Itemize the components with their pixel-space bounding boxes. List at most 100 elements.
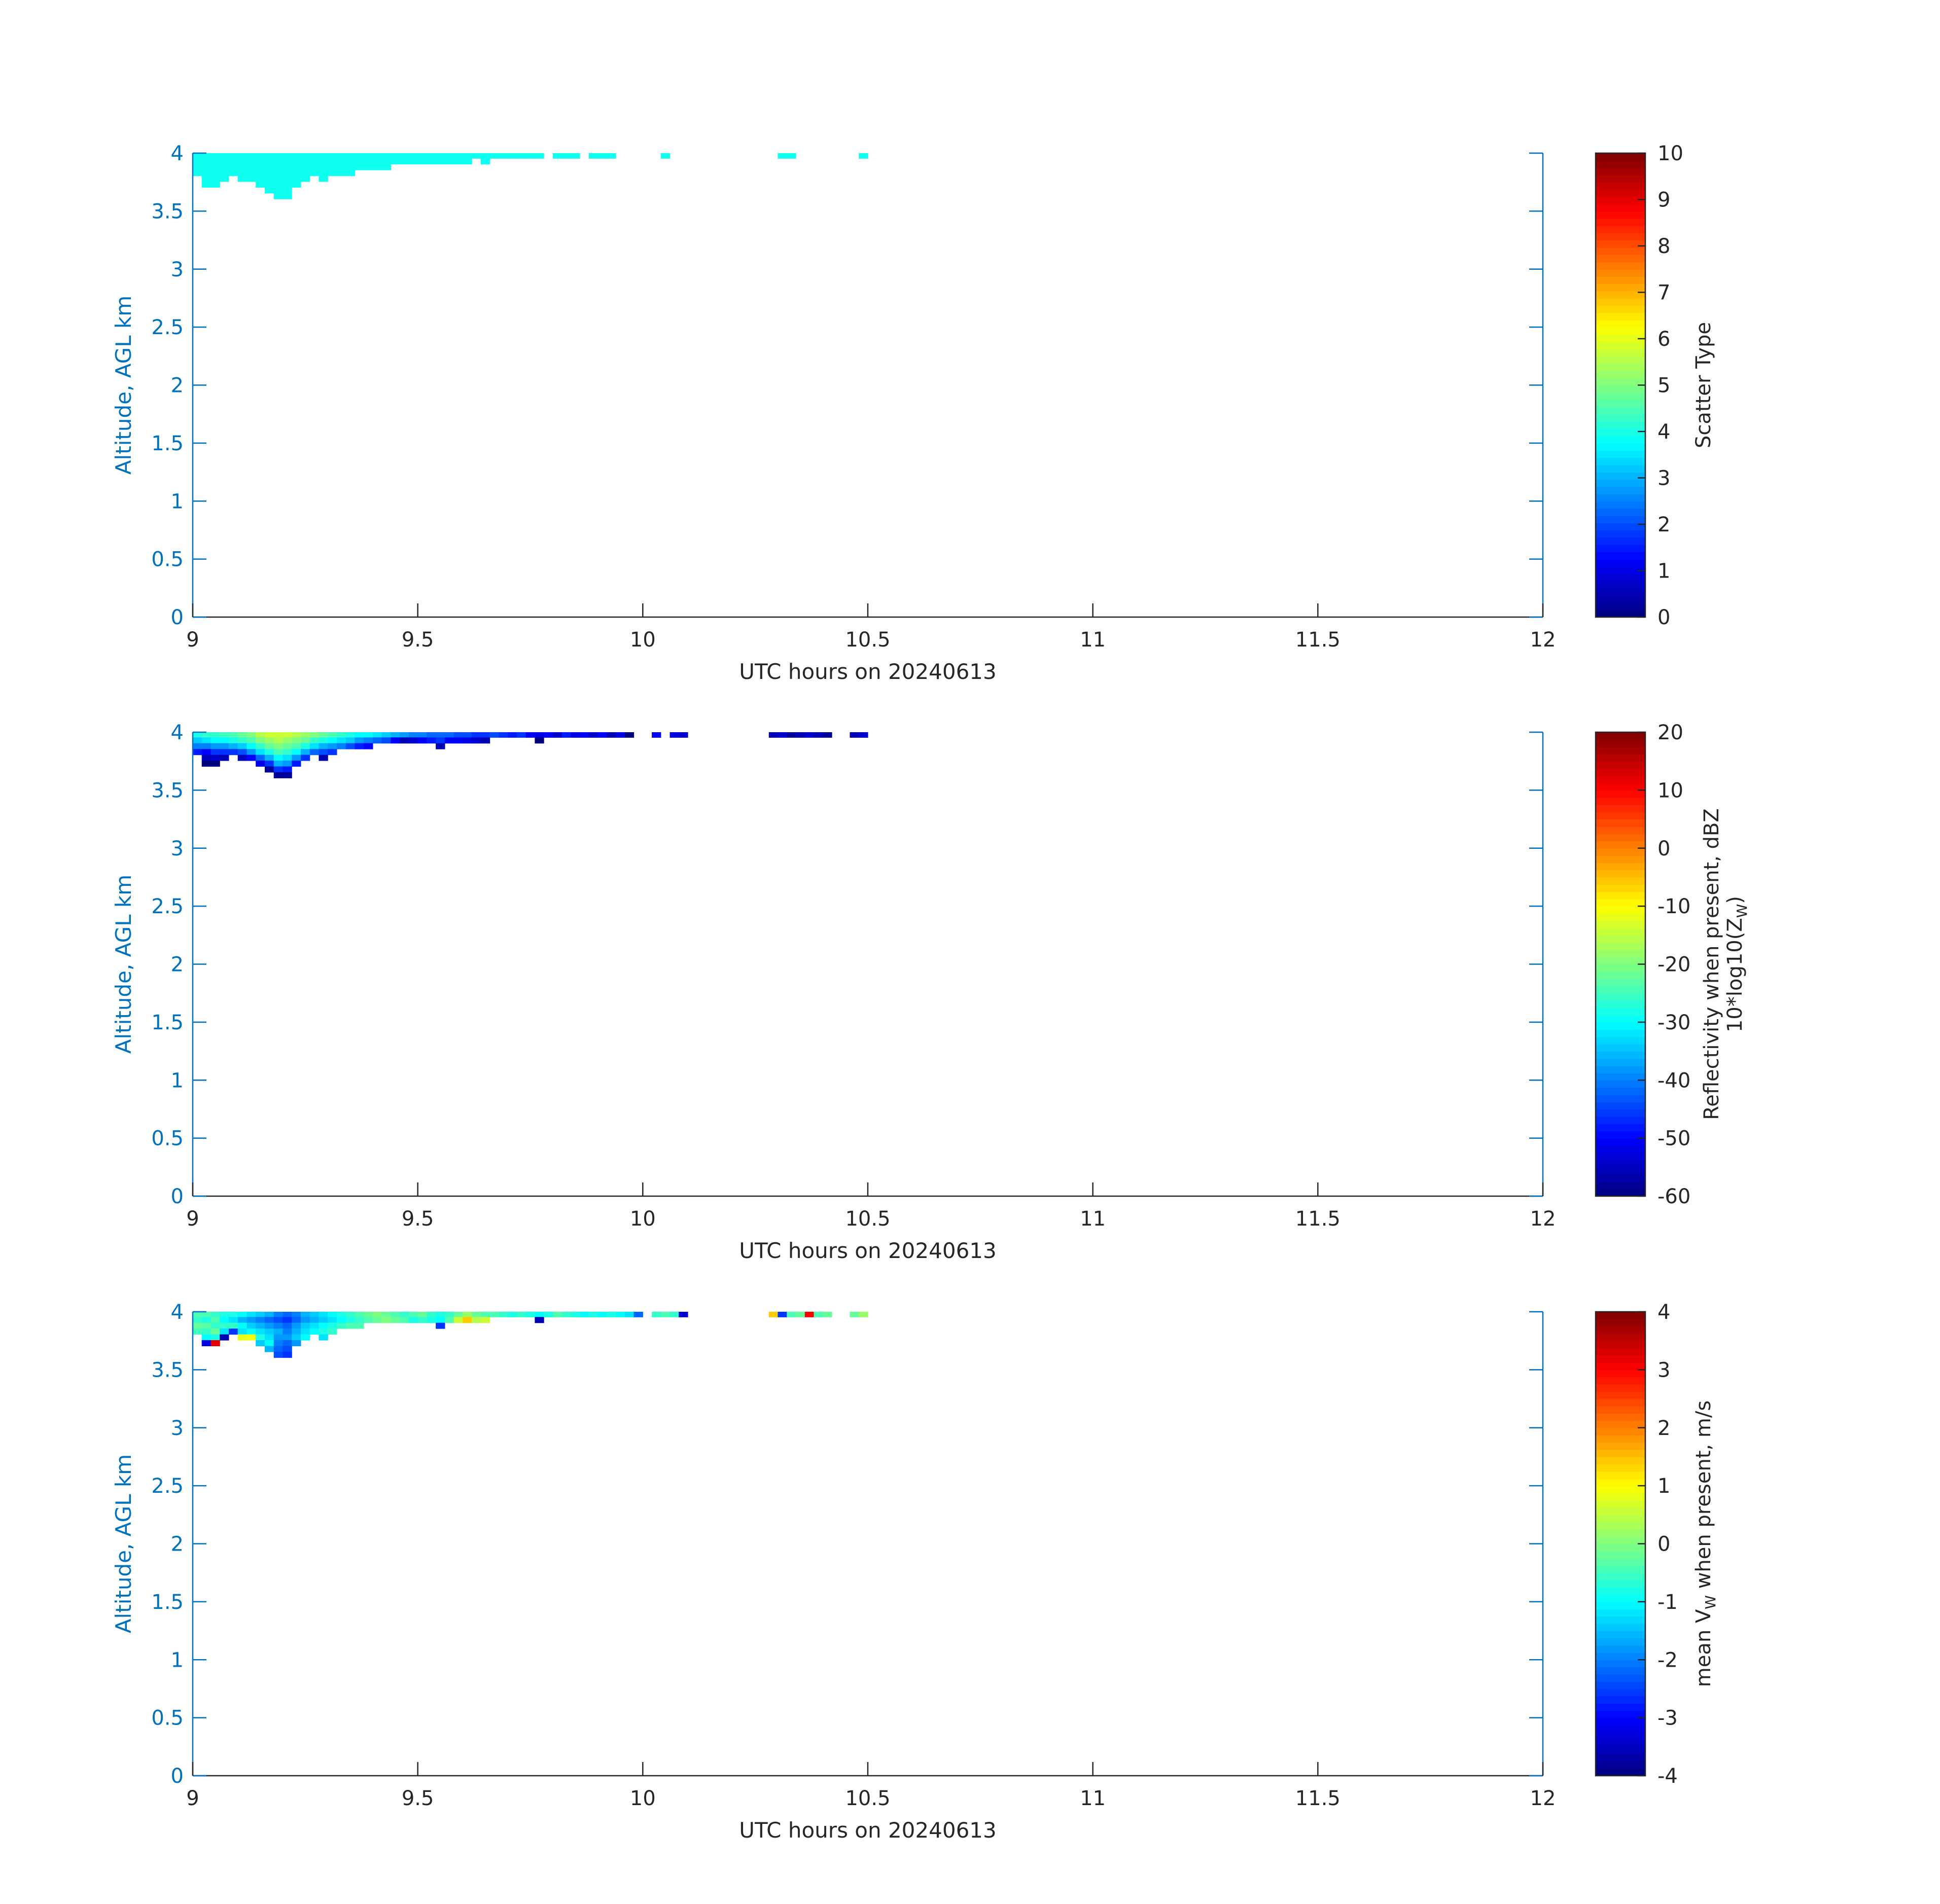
heatmap-cell: [201, 170, 211, 176]
colorbar-tick-label: 2: [1657, 1417, 1670, 1440]
heatmap-cell: [381, 164, 391, 170]
colorbar-tick-label: 0: [1657, 606, 1670, 629]
colorbar-band: [1596, 739, 1645, 747]
colorbar-band: [1596, 233, 1645, 241]
heatmap-cell: [246, 737, 256, 744]
colorbar-band: [1596, 1645, 1645, 1653]
colorbar-label: mean VW when present, m/s: [1692, 1400, 1719, 1687]
heatmap-cell: [336, 1322, 346, 1329]
heatmap-cell: [345, 1322, 355, 1329]
heatmap-cell: [480, 732, 490, 738]
heatmap-cell: [237, 737, 247, 744]
heatmap-cell: [229, 743, 238, 749]
heatmap-cell: [489, 1312, 499, 1317]
heatmap-cell: [453, 732, 463, 738]
colorbar-band: [1596, 421, 1645, 429]
colorbar-band: [1596, 414, 1645, 422]
heatmap-cell: [319, 170, 328, 176]
heatmap-cell: [256, 182, 265, 188]
heatmap-cell: [220, 1322, 229, 1329]
heatmap-cell: [273, 1351, 283, 1358]
heatmap-cell: [544, 1312, 553, 1317]
heatmap-cell: [364, 158, 373, 165]
colorbar-band: [1596, 826, 1645, 834]
colorbar-band: [1596, 1153, 1645, 1161]
heatmap-cell: [210, 153, 220, 159]
colorbar-band: [1596, 530, 1645, 538]
heatmap-cell: [364, 743, 373, 749]
heatmap-cell: [768, 1312, 779, 1317]
colorbar-band: [1596, 1312, 1645, 1320]
heatmap-cell: [246, 1334, 256, 1341]
colorbar-band: [1596, 855, 1645, 864]
heatmap-cell: [265, 737, 274, 744]
heatmap-cell: [246, 1317, 256, 1323]
heatmap-cell: [273, 1328, 283, 1335]
heatmap-cell: [328, 749, 337, 756]
heatmap-cell: [427, 737, 436, 744]
colorbar-band: [1596, 1551, 1645, 1559]
heatmap-cell: [273, 1334, 283, 1341]
heatmap-cell: [319, 732, 328, 738]
heatmap-cell: [355, 158, 364, 165]
heatmap-cell: [381, 737, 391, 744]
colorbar-band: [1596, 1456, 1645, 1465]
colorbar-band: [1596, 928, 1645, 936]
heatmap-cell: [588, 153, 598, 159]
colorbar-band: [1596, 1471, 1645, 1479]
heatmap-cell: [201, 737, 211, 744]
heatmap-cell: [292, 170, 301, 176]
colorbar-band: [1596, 1536, 1645, 1544]
heatmap-cell: [472, 1317, 481, 1323]
heatmap-cell: [472, 1312, 481, 1317]
colorbar-band: [1596, 443, 1645, 451]
heatmap-cell: [319, 1328, 328, 1335]
colorbar-band: [1596, 1464, 1645, 1472]
heatmap-cell: [246, 1312, 256, 1317]
colorbar-band: [1596, 942, 1645, 950]
colorbar-band: [1596, 1319, 1645, 1327]
heatmap-cell: [201, 749, 211, 756]
heatmap-cell: [292, 1334, 301, 1341]
heatmap-cell: [355, 732, 364, 738]
x-tick-label: 9: [186, 1207, 199, 1231]
heatmap-cell: [301, 1328, 310, 1335]
colorbar-band: [1596, 341, 1645, 349]
colorbar-band: [1596, 225, 1645, 234]
heatmap-cell: [246, 153, 256, 159]
colorbar-band: [1596, 464, 1645, 473]
heatmap-cell: [787, 1312, 796, 1317]
heatmap-cell: [210, 743, 220, 749]
heatmap-cell: [265, 182, 274, 188]
colorbar-band: [1596, 370, 1645, 379]
heatmap-cell: [345, 158, 355, 165]
heatmap-cell: [220, 1317, 229, 1323]
heatmap-cell: [408, 732, 418, 738]
colorbar-band: [1596, 870, 1645, 878]
heatmap-cell: [328, 1328, 337, 1335]
colorbar-band: [1596, 312, 1645, 320]
heatmap-cell: [427, 153, 436, 159]
colorbar-band: [1596, 167, 1645, 175]
colorbar-band: [1596, 1160, 1645, 1168]
heatmap-cell: [535, 1317, 544, 1323]
heatmap-cell: [372, 1317, 382, 1323]
colorbar-band: [1596, 283, 1645, 292]
heatmap-cell: [391, 1317, 400, 1323]
colorbar-band: [1596, 1768, 1645, 1776]
heatmap-cell: [237, 1312, 247, 1317]
colorbar-band: [1596, 1754, 1645, 1762]
heatmap-cell: [309, 743, 319, 749]
heatmap-cell: [237, 1334, 247, 1341]
heatmap-cell: [823, 732, 832, 738]
heatmap-cell: [463, 737, 472, 744]
colorbar-band: [1596, 1362, 1645, 1371]
y-tick-label: 0.5: [151, 1127, 184, 1151]
heatmap-cell: [453, 737, 463, 744]
heatmap-cell: [309, 749, 319, 756]
heatmap-cell: [283, 766, 292, 773]
colorbar-band: [1596, 160, 1645, 168]
colorbar-tick-label: 3: [1657, 467, 1670, 490]
